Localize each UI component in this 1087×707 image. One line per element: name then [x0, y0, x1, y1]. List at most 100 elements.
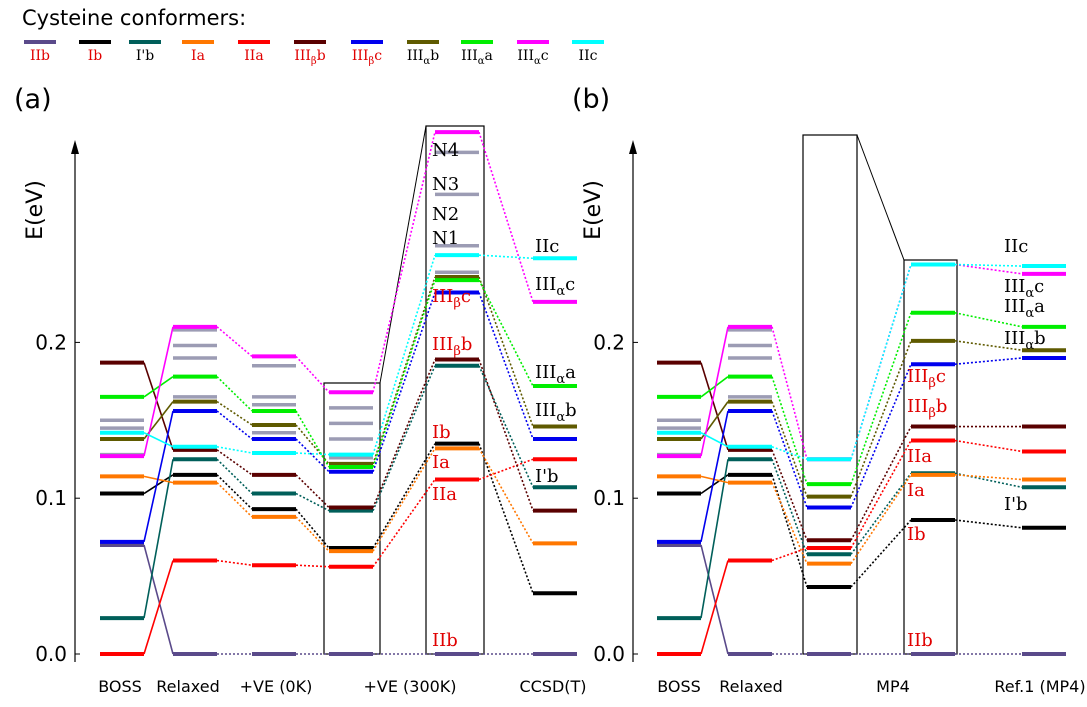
- annotation-label: IIIαb: [535, 400, 577, 425]
- y-tick-label: 0.0: [35, 642, 67, 666]
- connector-line: [216, 445, 253, 454]
- connector-line: [771, 458, 808, 555]
- annotation-label: Ib: [432, 422, 451, 443]
- connector-line: [478, 458, 534, 481]
- column-label: MP4: [876, 677, 910, 696]
- connector-line: [216, 326, 253, 358]
- series-IIc: [657, 262, 1066, 462]
- series-IIIαa: [100, 278, 577, 470]
- annotation-label: N4: [432, 140, 459, 161]
- connector-line: [295, 508, 330, 549]
- y-tick-label: 0.0: [593, 642, 625, 666]
- legend-entry: IIIαc: [511, 40, 555, 71]
- connector-line: [143, 376, 174, 398]
- connector-line: [954, 263, 1023, 275]
- connector-line: [478, 254, 534, 260]
- legend-swatch: [461, 40, 493, 44]
- legend-swatch: [407, 40, 439, 44]
- connector-line: [478, 443, 534, 594]
- annotation-label: IIIβb: [907, 396, 947, 421]
- connector-line: [954, 472, 1023, 489]
- zoom-box: [802, 134, 858, 655]
- annotation-label: IIIαc: [535, 274, 575, 299]
- series-IIb: [657, 542, 1066, 656]
- connector-line: [216, 410, 253, 440]
- connector-line: [295, 424, 330, 465]
- connector-line: [143, 459, 174, 619]
- connector-line: [295, 355, 330, 393]
- connector-line: [850, 440, 912, 549]
- connector-line: [771, 449, 808, 541]
- connector-line: [954, 357, 1023, 366]
- connector-line: [372, 447, 436, 552]
- legend-label: IIIβb: [294, 48, 326, 67]
- annotation-label: N2: [432, 204, 459, 225]
- connector-line: [700, 474, 729, 495]
- connector-line: [143, 474, 174, 495]
- connector-line: [771, 326, 808, 460]
- column-label: BOSS: [657, 677, 701, 696]
- connector-line: [372, 292, 436, 472]
- legend-label: IIIαb: [406, 48, 440, 67]
- connector-line: [954, 439, 1023, 453]
- y-tick-label: 0.2: [35, 330, 67, 354]
- connector-line: [954, 263, 1023, 267]
- connector-line: [850, 519, 912, 588]
- connector-line: [700, 410, 729, 542]
- legend-swatch: [79, 40, 111, 44]
- connector-line: [954, 519, 1023, 529]
- legend-swatch: [129, 40, 161, 44]
- connector-line: [850, 312, 912, 485]
- y-tick-label: 0.2: [593, 330, 625, 354]
- connector-line: [771, 474, 808, 588]
- connector-line: [954, 340, 1023, 351]
- annotation-label: N1: [432, 228, 459, 249]
- connector-line: [372, 131, 436, 393]
- connector-line: [850, 472, 912, 555]
- connector-line: [216, 474, 253, 510]
- connector-line: [295, 410, 330, 468]
- legend-entry: IIIαb: [401, 40, 445, 71]
- annotation-label: IIIβc: [907, 366, 946, 391]
- column-label: +VE (300K): [363, 677, 456, 696]
- connector-line: [850, 264, 912, 460]
- legend-label: Ib: [87, 48, 103, 64]
- series-IIIβb: [657, 360, 1066, 543]
- series-IIc: [100, 253, 577, 457]
- series-IIIβc: [657, 355, 1066, 544]
- connector-line: [478, 292, 534, 440]
- annotation-label: I'b: [535, 466, 559, 487]
- connector-line: [771, 401, 808, 497]
- annotation-label: IIIβb: [432, 334, 472, 359]
- legend-label: IIb: [29, 48, 51, 64]
- connector-line: [478, 276, 534, 427]
- connector-line: [478, 131, 534, 303]
- series-IIIαc: [100, 130, 577, 459]
- legend-label: I'b: [135, 48, 155, 64]
- column-label: CCSD(T): [519, 677, 586, 696]
- connector-line: [143, 544, 174, 655]
- legend-entry: IIc: [566, 40, 610, 65]
- connector-line: [143, 410, 174, 542]
- legend-swatch: [238, 40, 270, 44]
- connector-line: [478, 279, 534, 387]
- column-label: Relaxed: [156, 677, 219, 696]
- legend-entry: IIa: [232, 40, 276, 65]
- series-IIb: [100, 542, 577, 656]
- legend-swatch: [572, 40, 604, 44]
- column-label: BOSS: [98, 677, 142, 696]
- annotation-label: I'b: [1004, 494, 1028, 515]
- connector-line: [850, 474, 912, 565]
- connector-line: [216, 400, 253, 426]
- annotation-label: IIIαc: [1004, 276, 1044, 301]
- legend-entry: Ia: [176, 40, 220, 65]
- annotation-label: IIb: [432, 630, 458, 651]
- series-Ia: [100, 446, 577, 554]
- y-tick-label: 0.1: [35, 486, 67, 510]
- legend-entry: I'b: [123, 40, 167, 65]
- connector-line: [700, 544, 729, 655]
- series-IIIαa: [657, 310, 1066, 487]
- legend-entry: IIIβb: [288, 40, 332, 71]
- connector-line: [372, 276, 436, 465]
- connector-line: [216, 559, 253, 566]
